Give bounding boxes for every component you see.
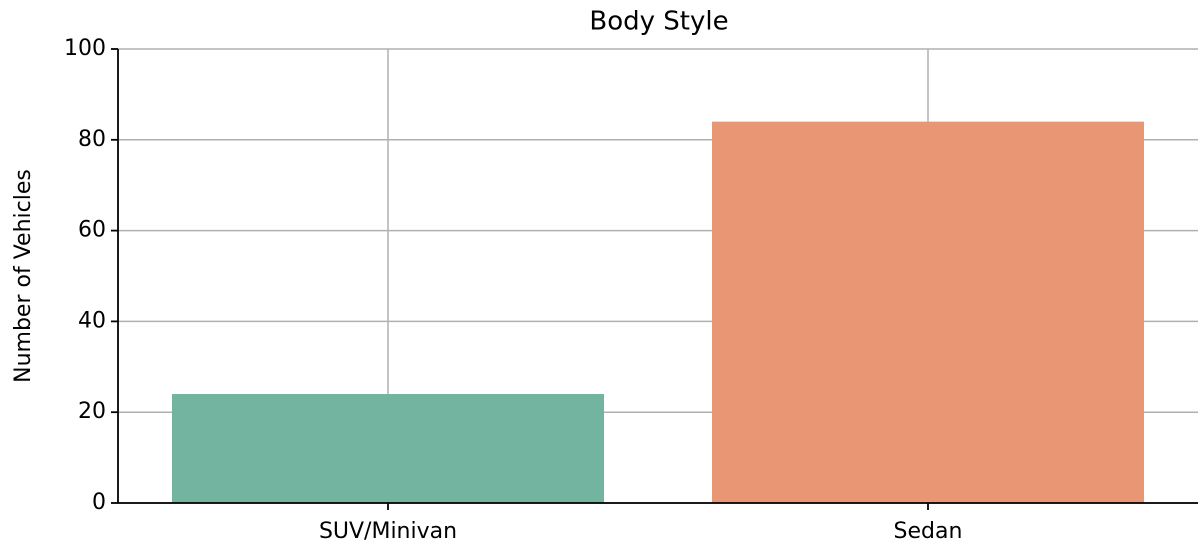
y-tick-label: 20: [78, 399, 106, 424]
y-tick-label: 80: [78, 127, 106, 152]
chart-title: Body Style: [589, 7, 728, 37]
y-tick-label: 0: [92, 490, 106, 515]
y-axis-label: Number of Vehicles: [11, 169, 36, 383]
bar: [712, 121, 1144, 503]
y-tick-label: 100: [64, 36, 106, 61]
bar: [172, 394, 604, 503]
x-tick-label: SUV/Minivan: [319, 519, 457, 544]
y-tick-label: 60: [78, 218, 106, 243]
x-tick-label: Sedan: [894, 519, 963, 544]
y-tick-label: 40: [78, 308, 106, 333]
